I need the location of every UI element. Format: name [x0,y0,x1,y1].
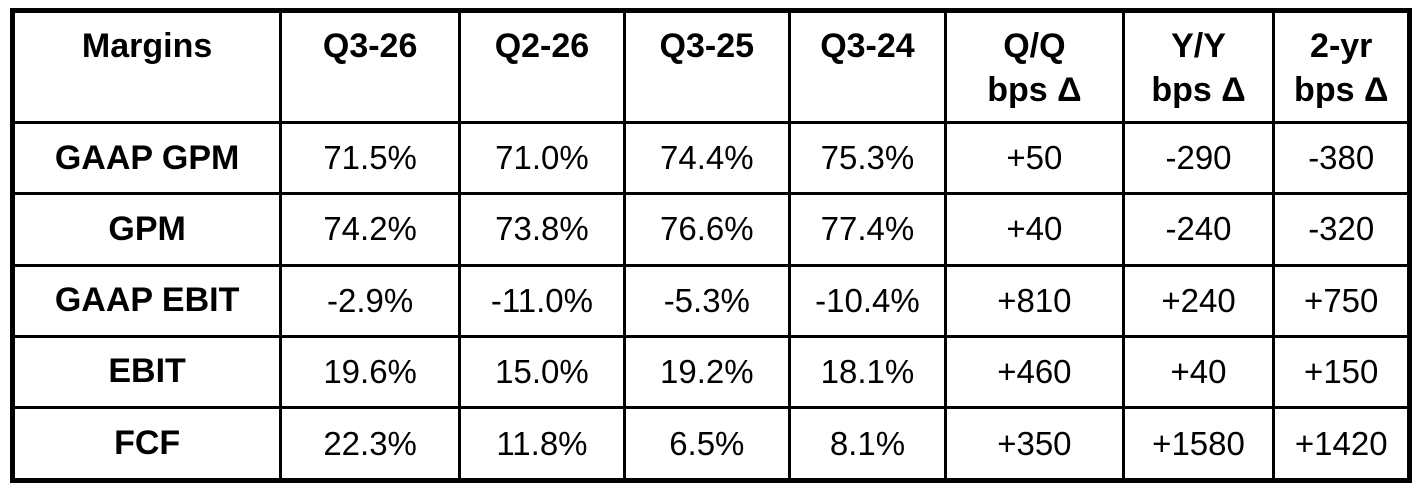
table-cell: -240 [1121,192,1276,267]
col-header-label: Margins [81,27,213,65]
table-cell: 15.0% [458,334,626,410]
table-cell: +150 [1272,334,1411,410]
col-header-label: Q3-25 [659,27,755,65]
col-header-margins: Margins [10,9,283,124]
col-header-label: Q3-24 [820,27,915,65]
table-cell: -11.0% [458,263,626,338]
col-header-sublabel: bps Δ [1151,71,1246,110]
col-header-label: 2-yr [1310,27,1373,65]
table-cell: -2.9% [279,263,462,338]
col-header-sublabel: bps Δ [987,71,1082,110]
table-cell: -320 [1272,192,1411,267]
table-cell: +750 [1272,263,1411,338]
table-cell: +50 [944,120,1125,196]
table-cell: +1580 [1121,406,1276,482]
col-header-q3-25: Q3-25 [622,9,791,124]
table-cell: +40 [1121,334,1276,410]
col-header-sublabel: bps Δ [1294,71,1389,110]
table-cell: 74.2% [279,192,462,267]
col-header-q3-24: Q3-24 [787,9,948,124]
table-cell: 76.6% [622,192,791,267]
col-header-q2-26: Q2-26 [458,9,626,124]
table-cell: 19.6% [279,334,462,410]
col-header-label: Q/Q [1003,27,1066,65]
table-cell: 75.3% [787,120,948,196]
table-row-fcf: FCF 22.3% 11.8% 6.5% 8.1% +350 +1580 +14… [10,406,1411,482]
table-row-gaap-gpm: GAAP GPM 71.5% 71.0% 74.4% 75.3% +50 -29… [10,120,1411,196]
col-header-qq-bps: Q/Q bps Δ [944,9,1125,124]
col-header-label: Q2-26 [494,27,590,65]
table-cell: +460 [944,334,1125,410]
col-header-q3-26: Q3-26 [279,9,462,124]
col-header-2yr-bps: 2-yr bps Δ [1272,9,1411,124]
row-label: GAAP GPM [10,120,283,196]
table-cell: -5.3% [622,263,791,338]
table-cell: 6.5% [622,406,791,482]
table-cell: 71.5% [279,120,462,196]
col-header-label: Y/Y [1171,27,1226,65]
table-cell: 74.4% [622,120,791,196]
margins-table: Margins Q3-26 Q2-26 Q3-25 Q3-24 [10,8,1412,483]
table-row-ebit: EBIT 19.6% 15.0% 19.2% 18.1% +460 +40 +1… [10,334,1411,410]
table-cell: 73.8% [458,192,626,267]
table-cell: +40 [944,192,1125,267]
table-cell: +240 [1121,263,1276,338]
table-cell: 19.2% [622,334,791,410]
table-cell: 71.0% [458,120,626,196]
table-cell: +350 [944,406,1125,482]
row-label: EBIT [10,334,283,410]
row-label: FCF [10,406,283,482]
col-header-label: Q3-26 [322,27,418,65]
table-row-gpm: GPM 74.2% 73.8% 76.6% 77.4% +40 -240 -32… [10,192,1411,267]
table-cell: 22.3% [279,406,462,482]
table-cell: -10.4% [787,263,948,338]
col-header-yy-bps: Y/Y bps Δ [1121,9,1276,124]
row-label: GPM [10,192,283,267]
table-cell: -380 [1272,120,1411,196]
table-cell: 77.4% [787,192,948,267]
table-cell: +810 [944,263,1125,338]
table-cell: 8.1% [787,406,948,482]
table-cell: +1420 [1272,406,1411,482]
table-cell: -290 [1121,120,1276,196]
table-cell: 11.8% [458,406,626,482]
table-cell: 18.1% [787,334,948,410]
header-row: Margins Q3-26 Q2-26 Q3-25 Q3-24 [10,9,1411,124]
table-row-gaap-ebit: GAAP EBIT -2.9% -11.0% -5.3% -10.4% +810… [10,263,1411,338]
row-label: GAAP EBIT [10,263,283,338]
